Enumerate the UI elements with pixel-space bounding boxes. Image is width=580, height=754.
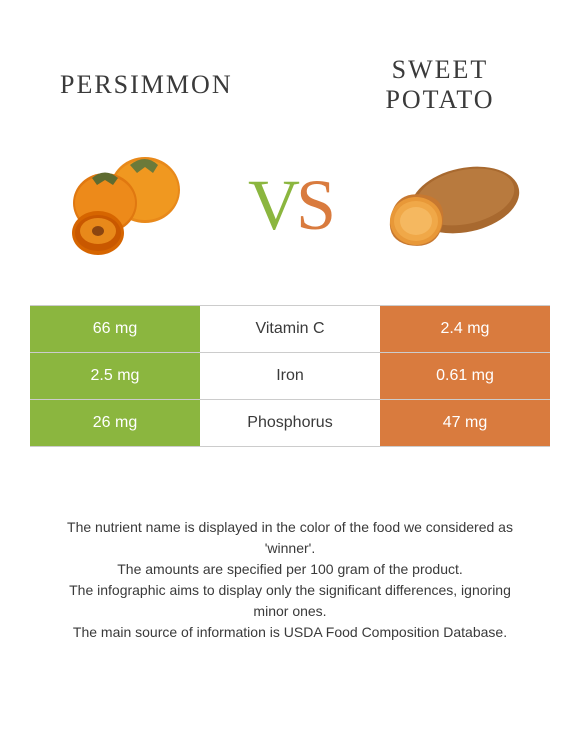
sweet-potato-image [370,145,530,265]
title-line1: SWEET [392,55,489,84]
cell-nutrient: Phosphorus [200,400,380,446]
footer-line: The infographic aims to display only the… [60,580,520,622]
cell-nutrient: Vitamin C [200,306,380,352]
vs-label: VS [248,164,332,247]
title-sweet-potato: SWEET POTATO [360,55,520,115]
nutrient-table: 66 mg Vitamin C 2.4 mg 2.5 mg Iron 0.61 … [30,305,550,447]
title-persimmon: PERSIMMON [60,70,233,100]
image-row: VS [0,115,580,305]
footer-line: The nutrient name is displayed in the co… [60,517,520,559]
cell-right-value: 0.61 mg [380,353,550,399]
table-row: 66 mg Vitamin C 2.4 mg [30,305,550,353]
cell-right-value: 47 mg [380,400,550,446]
title-line2: POTATO [385,85,494,114]
table-row: 26 mg Phosphorus 47 mg [30,400,550,447]
footer-line: The amounts are specified per 100 gram o… [60,559,520,580]
vs-s: S [296,165,332,245]
cell-left-value: 2.5 mg [30,353,200,399]
vs-v: V [248,165,296,245]
cell-left-value: 66 mg [30,306,200,352]
footer-notes: The nutrient name is displayed in the co… [60,517,520,643]
footer-line: The main source of information is USDA F… [60,622,520,643]
cell-nutrient: Iron [200,353,380,399]
table-row: 2.5 mg Iron 0.61 mg [30,353,550,400]
persimmon-image [50,145,210,265]
cell-left-value: 26 mg [30,400,200,446]
header-row: PERSIMMON SWEET POTATO [0,0,580,115]
cell-right-value: 2.4 mg [380,306,550,352]
